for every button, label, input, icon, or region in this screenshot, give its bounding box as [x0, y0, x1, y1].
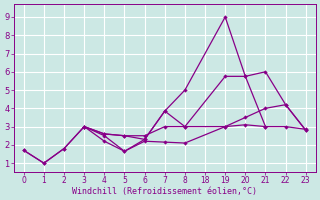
- X-axis label: Windchill (Refroidissement éolien,°C): Windchill (Refroidissement éolien,°C): [72, 187, 257, 196]
